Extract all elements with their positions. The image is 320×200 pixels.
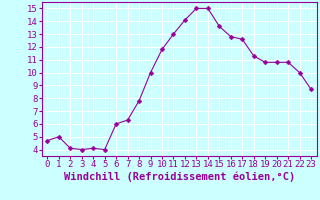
X-axis label: Windchill (Refroidissement éolien,°C): Windchill (Refroidissement éolien,°C) (64, 172, 295, 182)
